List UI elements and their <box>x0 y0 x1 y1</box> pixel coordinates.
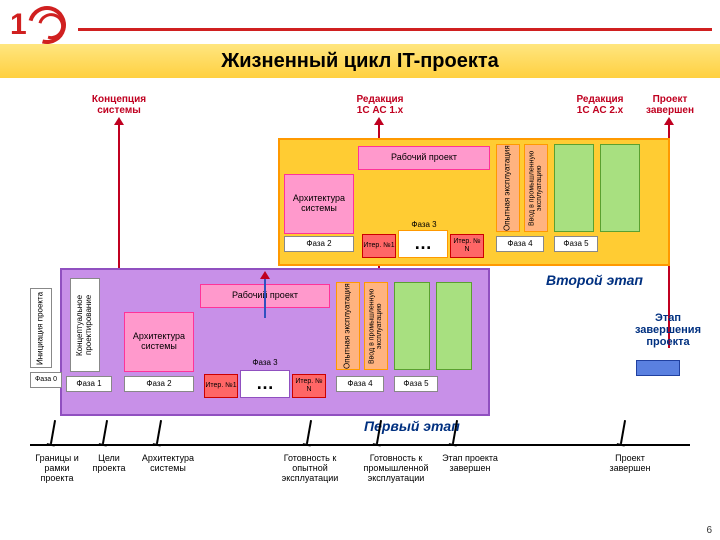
stage2-title: Второй этап <box>546 272 643 288</box>
blabel-4: Готовность к опытной эксплуатации <box>272 454 348 484</box>
top-label-redak1: Редакция 1С АС 1.х <box>350 94 410 116</box>
stage1-ph1: Фаза 1 <box>66 376 112 392</box>
top-label-redak2: Редакция 1С АС 2.х <box>570 94 630 116</box>
stage2-workproj: Рабочий проект <box>358 146 490 170</box>
arrow-concept <box>118 124 120 268</box>
stage1-konc: Концептуальное проектирование <box>70 278 100 372</box>
stage2-arch: Архитектура системы <box>284 174 354 234</box>
blabel-2: Цели проекта <box>86 454 132 474</box>
stage1-ph4: Фаза 4 <box>336 376 384 392</box>
stage2-prom: Ввод в промышленную эксплуатацию <box>524 144 548 232</box>
stage1-iter1: Итер. №1 <box>204 374 238 398</box>
top-label-concept: Концепция системы <box>84 94 154 116</box>
timeline <box>30 444 690 446</box>
completion-box <box>636 360 680 376</box>
completion-label: Этап завершения проекта <box>630 312 706 348</box>
stage1-prom: Ввод в промышленную эксплуатацию <box>364 282 388 370</box>
blabel-1: Границы и рамки проекта <box>32 454 82 484</box>
stage2-green2 <box>600 144 640 232</box>
stage1-dots: … <box>240 370 290 398</box>
stage1-itern: Итер. № N <box>292 374 326 398</box>
stage2-iter1: Итер. №1 <box>362 234 396 258</box>
stage1-init: Инициация проекта <box>30 288 52 368</box>
blabel-5: Готовность к промышленной эксплуатации <box>356 454 436 484</box>
stage1-opyt: Опытная эксплуатация <box>336 282 360 370</box>
tick-3 <box>156 420 162 444</box>
logo-1-glyph: 1 <box>10 8 27 42</box>
header: 1 Жизненный цикл IT-проекта <box>0 0 720 78</box>
stage2-dots: … <box>398 230 448 258</box>
logo-1c: 1 <box>10 8 68 42</box>
stage2-ph2: Фаза 2 <box>284 236 354 252</box>
stage2-opyt: Опытная эксплуатация <box>496 144 520 232</box>
stage1-green1 <box>394 282 430 370</box>
stage2-green1 <box>554 144 594 232</box>
stage2-ph4: Фаза 4 <box>496 236 544 252</box>
header-divider <box>78 28 712 31</box>
tick-4 <box>306 420 312 444</box>
stage1-green2 <box>436 282 472 370</box>
stage1-ph5: Фаза 5 <box>394 376 438 392</box>
arrow-stage-link <box>264 278 266 318</box>
tick-7 <box>620 420 626 444</box>
tick-1 <box>50 420 56 444</box>
page-number: 6 <box>706 525 712 536</box>
top-label-done: Проект завершен <box>640 94 700 116</box>
blabel-7: Проект завершен <box>600 454 660 474</box>
stage2-itern: Итер. № N <box>450 234 484 258</box>
blabel-6: Этап проекта завершен <box>440 454 500 474</box>
page-title: Жизненный цикл IT-проекта <box>0 44 720 78</box>
stage1-ph2: Фаза 2 <box>124 376 194 392</box>
diagram-canvas: Концепция системы Редакция 1С АС 1.х Ред… <box>0 78 720 540</box>
title-band: Жизненный цикл IT-проекта <box>0 44 720 78</box>
blabel-3: Архитектура системы <box>136 454 200 474</box>
stage1-arch: Архитектура системы <box>124 312 194 372</box>
stage1-ph0: Фаза 0 <box>30 372 62 388</box>
tick-2 <box>102 420 108 444</box>
stage2-ph5: Фаза 5 <box>554 236 598 252</box>
